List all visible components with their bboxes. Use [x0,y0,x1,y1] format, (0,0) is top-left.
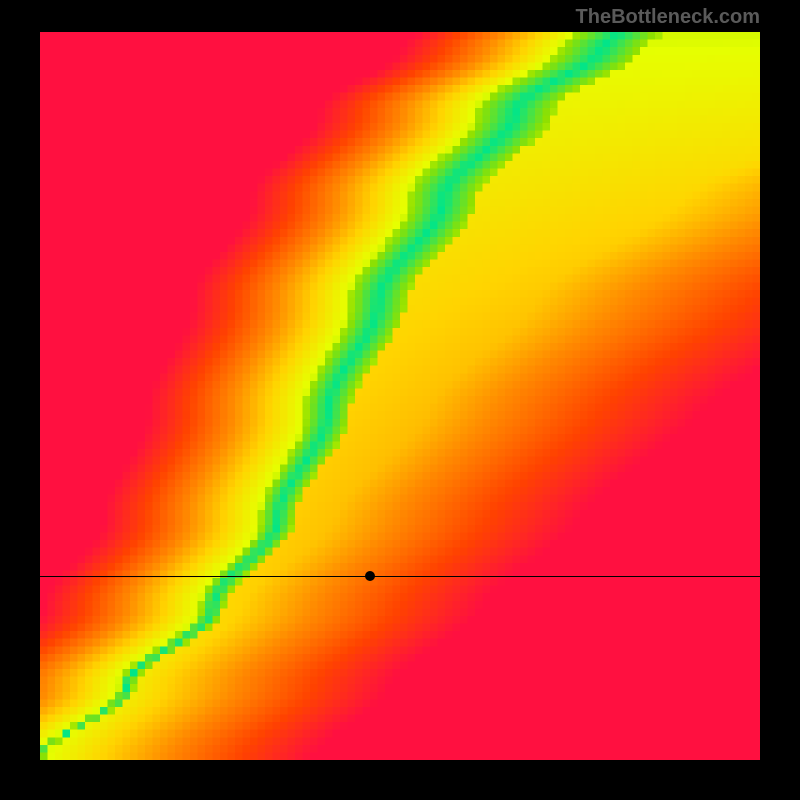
heatmap-canvas [40,32,760,760]
watermark-text: TheBottleneck.com [576,6,760,29]
chart-container: TheBottleneck.com [0,0,800,800]
data-point-marker [365,571,375,581]
crosshair-vertical [370,760,371,800]
crosshair-horizontal [40,576,760,577]
heatmap-plot-area [40,32,760,760]
